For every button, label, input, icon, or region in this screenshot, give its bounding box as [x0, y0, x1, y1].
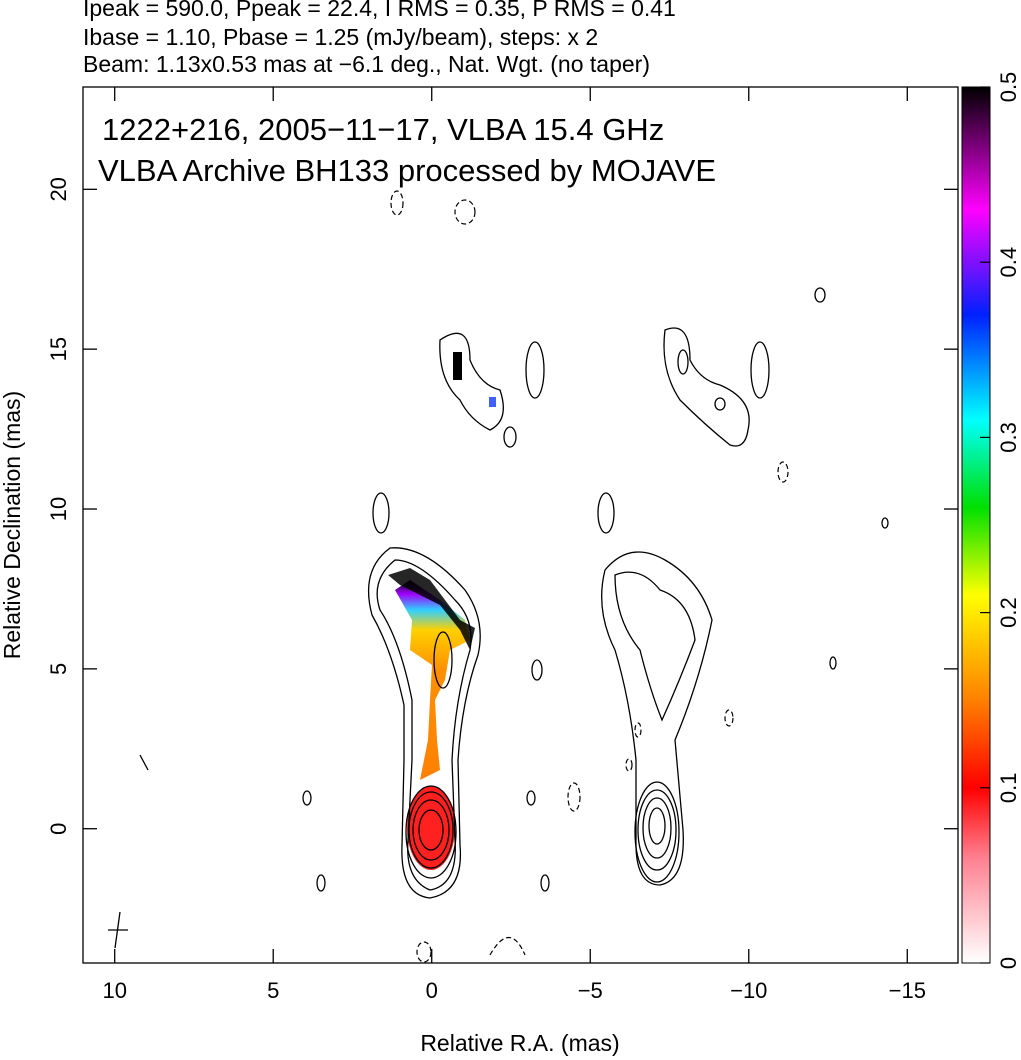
y-tick-label: 10 [46, 497, 71, 521]
y-tick-label: 0 [46, 823, 71, 835]
colorbar-tick-label: 0.5 [996, 72, 1021, 103]
x-tick-label: −10 [730, 978, 767, 1003]
colorbar-tick-label: 0.4 [996, 247, 1021, 278]
colorbar [961, 86, 991, 964]
annotation: 1222+216, 2005−11−17, VLBA 15.4 GHz [102, 112, 664, 147]
source-images [108, 190, 889, 963]
y-tick-label: 5 [46, 663, 71, 675]
annotation: VLBA Archive BH133 processed by MOJAVE [98, 153, 716, 188]
x-tick-label: −15 [889, 978, 926, 1003]
colorbar-tick-label: 0.1 [996, 773, 1021, 804]
x-axis-label: Relative R.A. (mas) [420, 1030, 619, 1056]
x-tick-label: 0 [426, 978, 438, 1003]
colorbar-tick-label: 0 [996, 957, 1021, 969]
x-tick-label: −5 [578, 978, 603, 1003]
header-line: Ibase = 1.10, Pbase = 1.25 (mJy/beam), s… [83, 24, 598, 50]
y-tick-label: 15 [46, 337, 71, 361]
y-tick-label: 20 [46, 177, 71, 201]
header-line: Beam: 1.13x0.53 mas at −6.1 deg., Nat. W… [83, 51, 650, 77]
x-tick-label: 5 [267, 978, 279, 1003]
plot-frame [82, 86, 959, 964]
colorbar-tick-label: 0.2 [996, 597, 1021, 628]
header-line: Ipeak = 590.0, Ppeak = 22.4, I RMS = 0.3… [83, 0, 676, 21]
y-axis-label: Relative Declination (mas) [0, 391, 25, 659]
x-tick-label: 10 [102, 978, 126, 1003]
colorbar-tick-label: 0.3 [996, 422, 1021, 453]
